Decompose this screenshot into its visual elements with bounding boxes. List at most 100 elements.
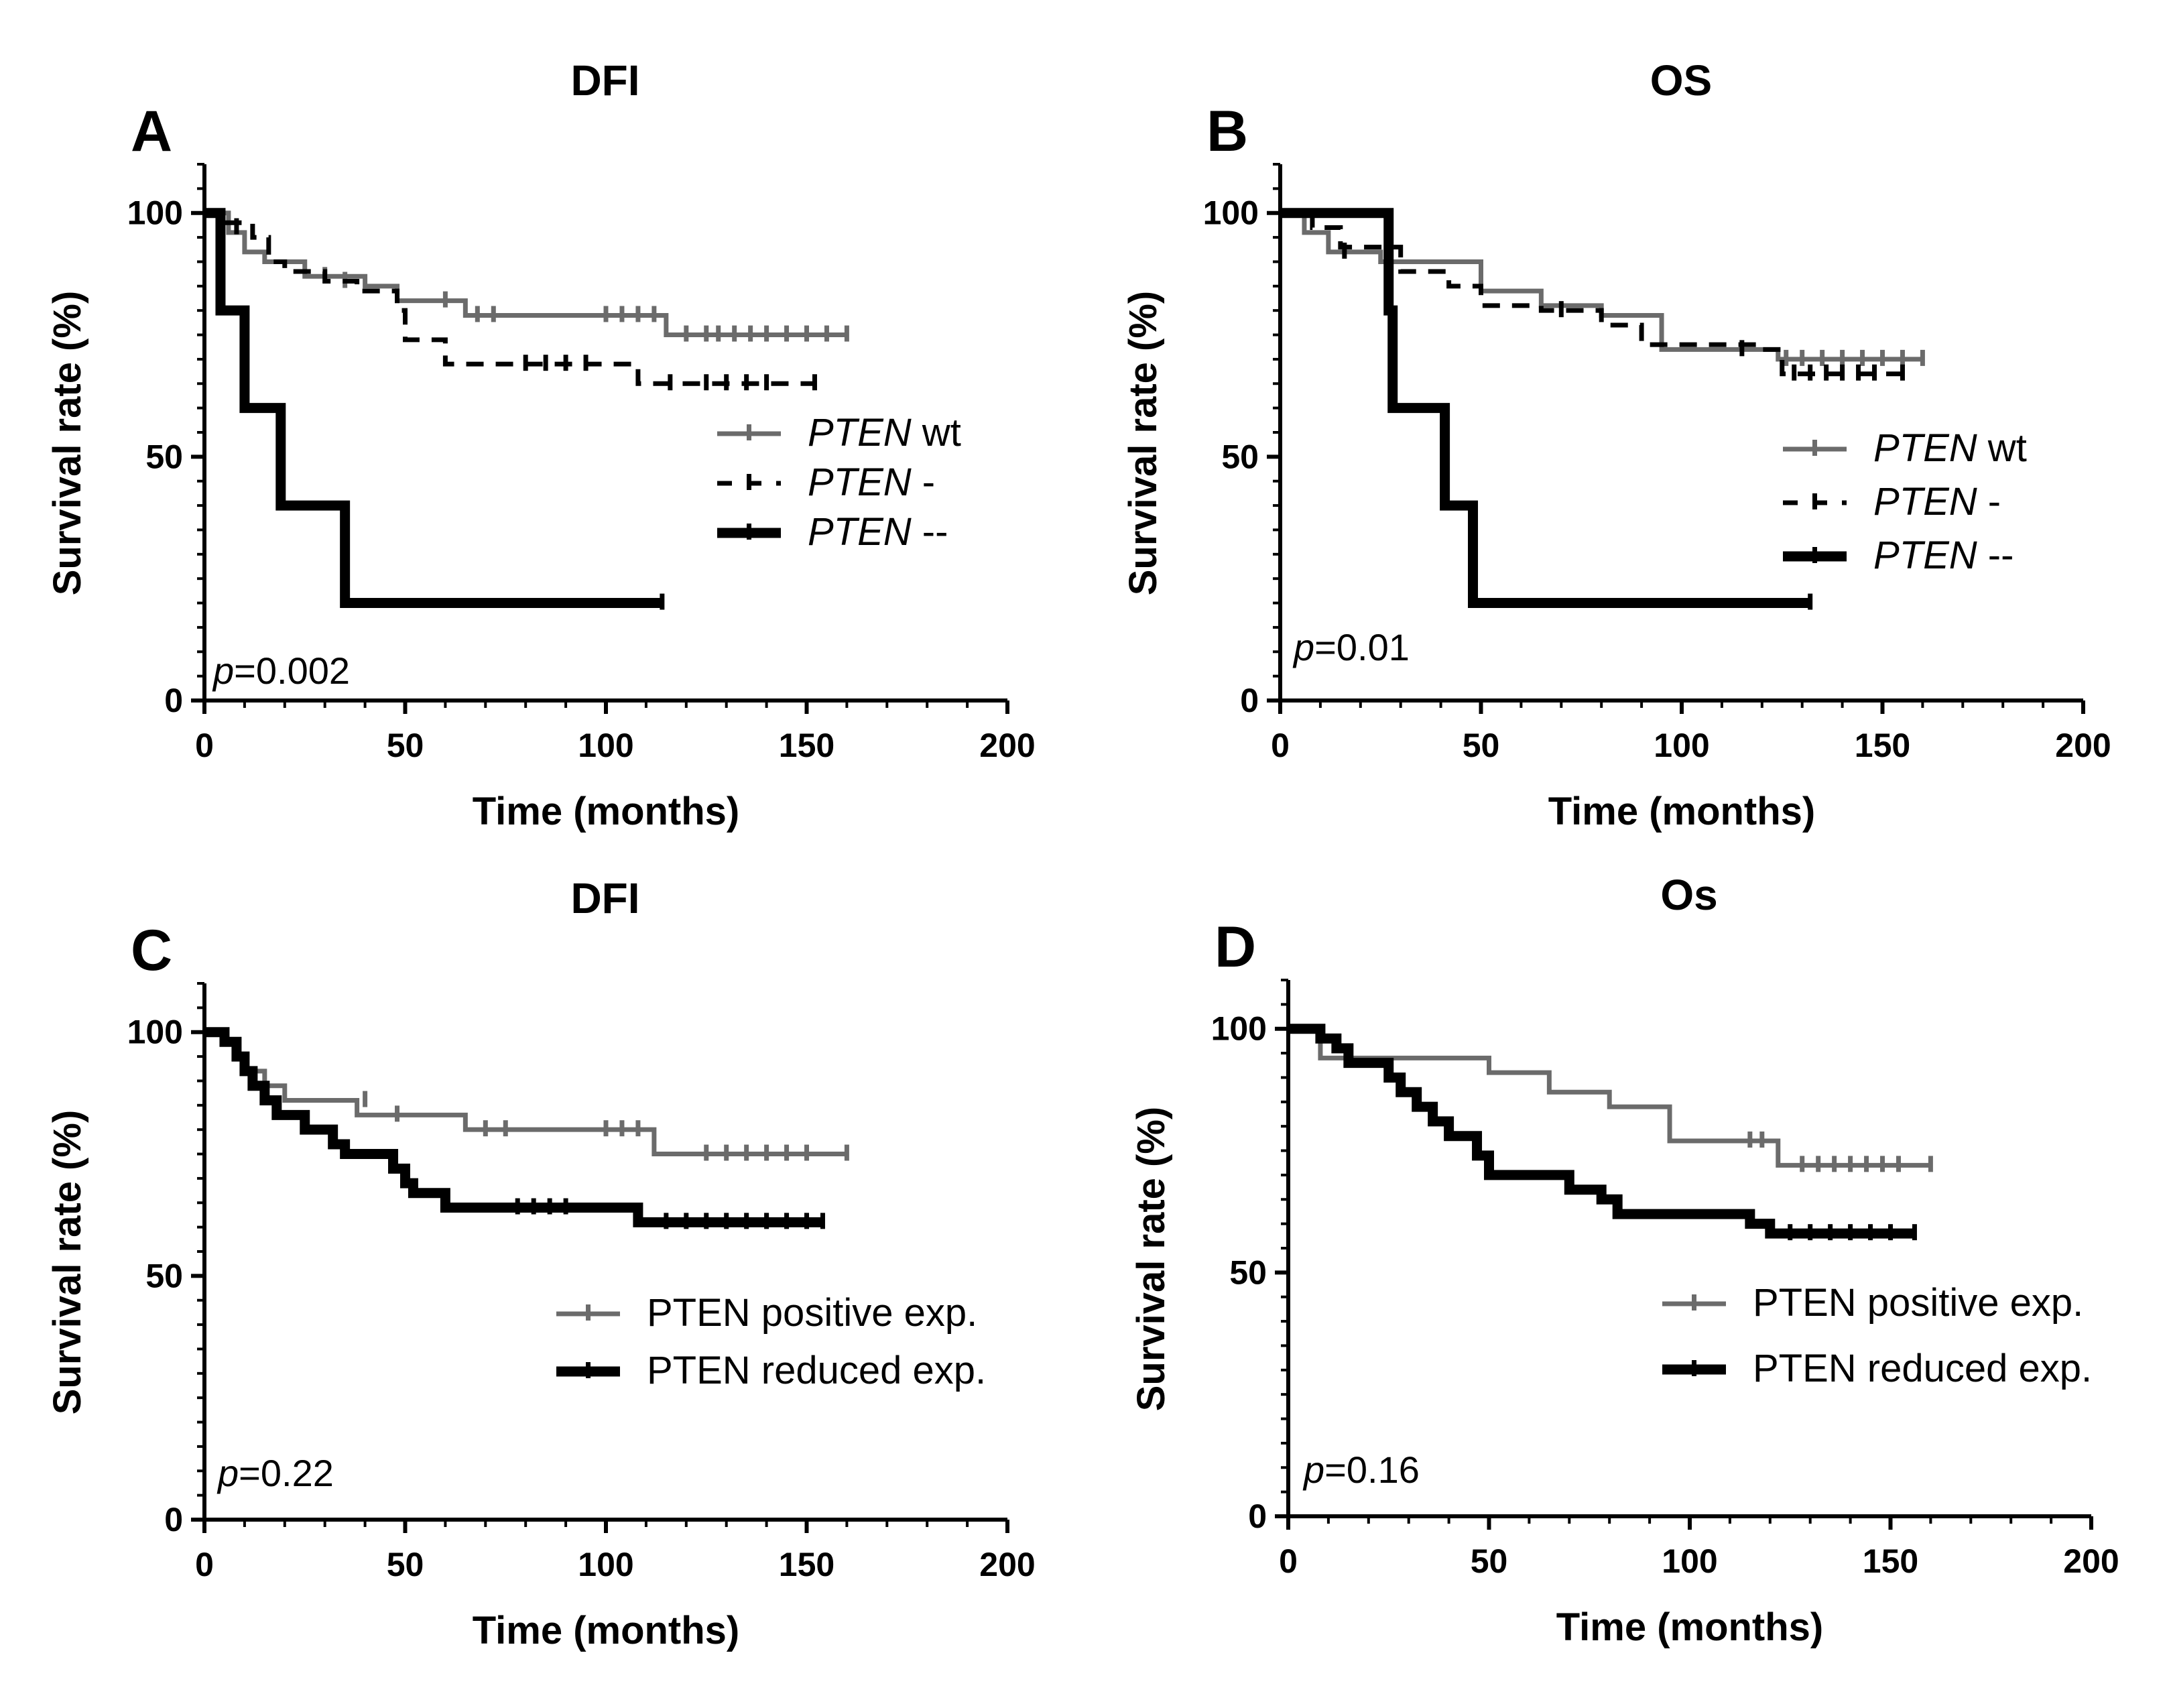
x-tick-label: 0	[195, 727, 214, 764]
x-tick-label: 50	[387, 727, 424, 764]
legend-entry: PTEN reduced exp.	[647, 1349, 986, 1392]
panel-title: Os	[1660, 871, 1717, 919]
p-value: p=0.002	[212, 650, 350, 692]
legend-label: wt	[912, 411, 961, 454]
x-tick-label: 0	[1271, 727, 1290, 764]
x-axis-label: Time (months)	[473, 1609, 740, 1652]
x-tick-label: 50	[1463, 727, 1500, 764]
y-tick-label: 100	[1211, 1010, 1267, 1048]
p-symbol: p	[1292, 626, 1314, 668]
legend-entry: PTEN -	[808, 461, 935, 504]
x-tick-label: 0	[1279, 1542, 1298, 1580]
legend-label: -	[1977, 480, 2001, 524]
legend-gene-name: PTEN	[1873, 534, 1977, 577]
series-line-thick	[1288, 1024, 1915, 1239]
x-tick-label: 50	[1471, 1542, 1508, 1580]
p-symbol: p	[212, 650, 234, 692]
y-axis-label: Survival rate (%)	[1129, 1107, 1173, 1412]
series-line-gray	[204, 210, 847, 338]
x-tick-label: 50	[387, 1546, 424, 1583]
legend-label: wt	[1977, 426, 2027, 470]
series-line-gray	[1288, 1026, 1931, 1168]
x-axis-label: Time (months)	[1556, 1605, 1824, 1649]
p-value: p=0.22	[216, 1452, 334, 1494]
p-value: p=0.01	[1292, 626, 1410, 668]
legend-gene-name: PTEN	[1873, 426, 1977, 470]
panel-d: Os D 0 50 100 0 50 100 150 200 Time (months) Surviv…	[1129, 871, 2119, 1649]
legend-entry: PTEN reduced exp.	[1753, 1347, 2092, 1390]
y-tick-label: 50	[145, 1257, 183, 1294]
legend-entry: PTEN positive exp.	[647, 1291, 977, 1335]
series-line-thick	[1280, 208, 1810, 609]
x-tick-label: 150	[779, 1546, 834, 1583]
x-tick-label: 100	[1654, 727, 1709, 764]
y-tick-label: 100	[127, 1014, 183, 1051]
p-value-text: =0.22	[239, 1452, 334, 1494]
series-line-thick	[204, 1027, 823, 1227]
legend-entry: PTEN --	[808, 510, 948, 554]
p-value-text: =0.002	[234, 650, 350, 692]
series-line-thick	[204, 208, 662, 609]
x-tick-label: 150	[1863, 1542, 1918, 1580]
legend-label: --	[1977, 534, 2014, 577]
y-tick-label: 0	[1248, 1498, 1267, 1535]
y-tick-label: 0	[164, 682, 183, 719]
x-axis-label: Time (months)	[473, 790, 740, 833]
series-line-dashed	[1280, 210, 1903, 377]
p-symbol: p	[1302, 1449, 1324, 1491]
legend-label: --	[912, 510, 948, 554]
legend-gene-name: PTEN	[1873, 480, 1977, 524]
series-line-dashed	[204, 210, 815, 386]
panel-title: DFI	[570, 874, 639, 922]
panel-title: OS	[1650, 56, 1712, 105]
y-axis-label: Survival rate (%)	[46, 1110, 89, 1415]
legend-label: -	[912, 461, 935, 504]
x-tick-label: 200	[2063, 1542, 2119, 1580]
panel-letter: D	[1215, 915, 1256, 979]
y-tick-label: 50	[1229, 1254, 1267, 1291]
panel-b: OS B 0 50 100 0 50 100 150 200 Time (months) Surviv…	[1121, 56, 2111, 833]
series-line-gray	[204, 1030, 847, 1157]
x-axis-label: Time (months)	[1548, 790, 1816, 833]
x-tick-label: 0	[195, 1546, 214, 1583]
x-tick-label: 150	[779, 727, 834, 764]
x-tick-label: 200	[979, 1546, 1035, 1583]
legend-entry: PTEN --	[1873, 534, 2013, 577]
p-value-text: =0.16	[1324, 1449, 1420, 1491]
panel-letter: C	[131, 918, 172, 983]
y-tick-label: 100	[1203, 194, 1259, 232]
panel-c: DFI C 0 50 100 0 50 100 150 200 Time (months) Survi…	[46, 874, 1036, 1652]
legend-entry: PTEN -	[1873, 480, 2001, 524]
series-line-gray	[1280, 210, 1923, 362]
legend-gene-name: PTEN	[808, 411, 912, 454]
legend-label: PTEN positive exp.	[1753, 1281, 2083, 1325]
p-symbol: p	[216, 1452, 239, 1494]
y-tick-label: 50	[145, 438, 183, 475]
p-value: p=0.16	[1302, 1449, 1420, 1491]
x-tick-label: 200	[2055, 727, 2111, 764]
panel-letter: B	[1206, 99, 1248, 164]
x-tick-label: 100	[578, 1546, 633, 1583]
y-axis-label: Survival rate (%)	[1121, 291, 1165, 596]
y-tick-label: 0	[1240, 682, 1259, 719]
panel-letter: A	[131, 99, 172, 164]
legend-gene-name: PTEN	[808, 510, 912, 554]
x-tick-label: 100	[1662, 1542, 1717, 1580]
x-tick-label: 200	[979, 727, 1035, 764]
y-axis-label: Survival rate (%)	[46, 291, 89, 596]
x-tick-label: 150	[1855, 727, 1910, 764]
legend-entry: PTEN wt	[808, 411, 961, 454]
y-tick-label: 50	[1221, 438, 1259, 475]
x-tick-label: 100	[578, 727, 633, 764]
y-tick-label: 0	[164, 1501, 183, 1538]
panel-title: DFI	[570, 56, 639, 105]
legend-entry: PTEN positive exp.	[1753, 1281, 2083, 1325]
panel-a: DFI A 0 50 100 0 50 100 150 200 Time (months) Survi…	[46, 56, 1036, 833]
legend-label: PTEN reduced exp.	[647, 1349, 986, 1392]
y-tick-label: 100	[127, 194, 183, 232]
legend-entry: PTEN wt	[1873, 426, 2027, 470]
legend-label: PTEN positive exp.	[647, 1291, 977, 1335]
p-value-text: =0.01	[1314, 626, 1410, 668]
legend-gene-name: PTEN	[808, 461, 912, 504]
